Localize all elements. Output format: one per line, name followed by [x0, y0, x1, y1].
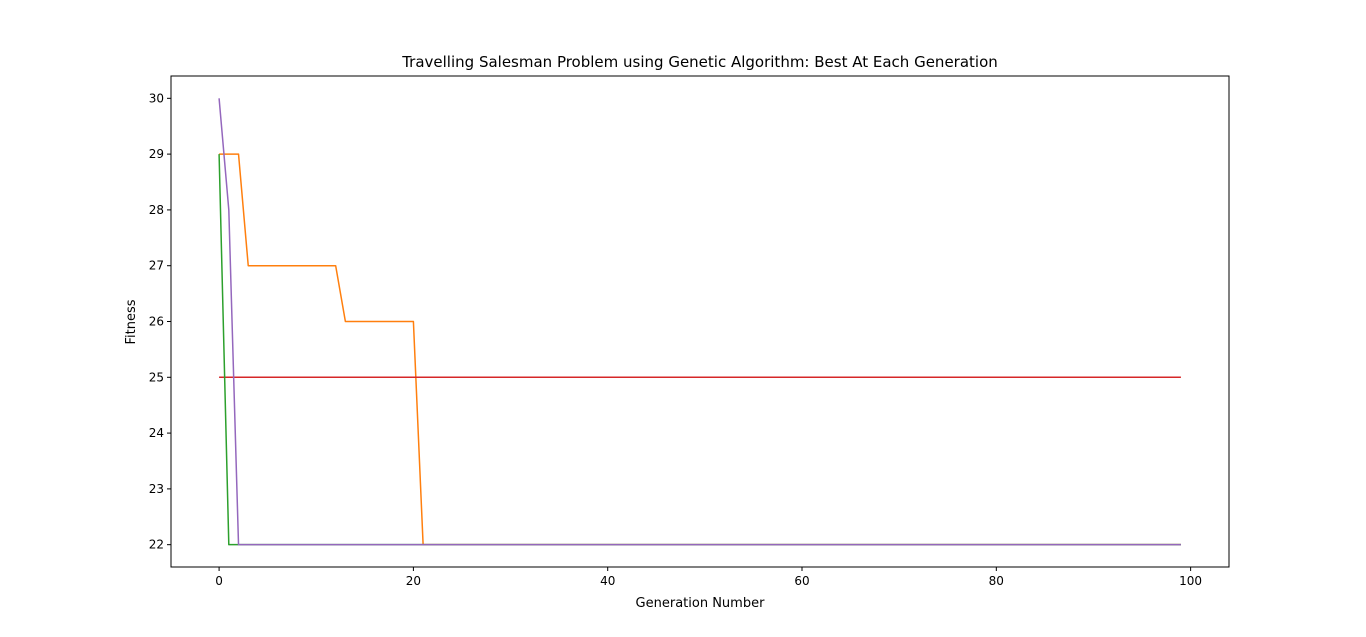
y-tick-label: 28 — [149, 203, 164, 217]
y-tick-label: 24 — [149, 426, 164, 440]
series-line-1 — [219, 153, 1181, 546]
y-axis-label: Fitness — [124, 299, 139, 344]
x-tick-label: 80 — [989, 574, 1004, 588]
y-tick-label: 22 — [149, 538, 164, 552]
x-axis: 0 20 40 60 80 100 — [215, 567, 1202, 588]
y-tick-label: 27 — [149, 259, 164, 273]
x-tick-label: 100 — [1179, 574, 1202, 588]
x-axis-label: Generation Number — [636, 596, 766, 611]
y-tick-label: 30 — [149, 91, 164, 105]
x-tick-label: 0 — [215, 574, 223, 588]
series-layer — [218, 98, 1181, 546]
y-tick-label: 25 — [149, 370, 164, 384]
y-axis: 22 23 24 25 26 27 28 29 30 — [149, 91, 171, 552]
x-tick-label: 20 — [406, 574, 421, 588]
x-tick-label: 60 — [794, 574, 809, 588]
y-tick-label: 26 — [149, 315, 164, 329]
chart-title: Travelling Salesman Problem using Geneti… — [401, 53, 998, 71]
y-tick-label: 29 — [149, 147, 164, 161]
series-line-4 — [218, 98, 1181, 546]
x-tick-label: 40 — [600, 574, 615, 588]
y-tick-label: 23 — [149, 482, 164, 496]
